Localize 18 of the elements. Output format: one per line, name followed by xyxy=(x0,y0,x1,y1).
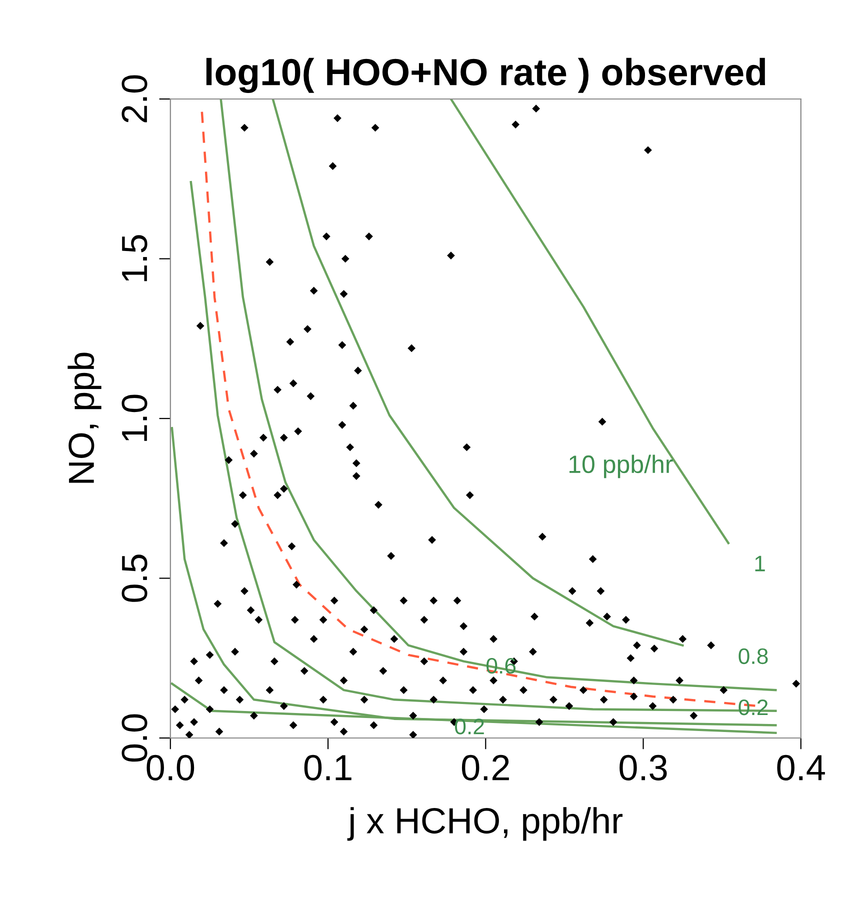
x-tick-label: 0.4 xyxy=(777,754,825,780)
line-series xyxy=(272,99,684,646)
y-tick-label: 2.0 xyxy=(122,75,148,122)
x-axis-title: j x HCHO, ppb/hr xyxy=(347,807,623,841)
annotation: 10 ppb/hr xyxy=(570,454,673,478)
y-tick-label: 1.5 xyxy=(122,235,148,282)
annotation: 0.2 xyxy=(454,718,484,734)
y-tick-label: 1.0 xyxy=(122,394,148,441)
x-tick-label: 0.0 xyxy=(146,754,194,780)
y-tick-label: 0.5 xyxy=(122,554,148,602)
annotation: 0.8 xyxy=(738,648,768,664)
chart-title: log10( HOO+NO rate ) observed xyxy=(206,58,766,94)
line-series xyxy=(450,99,730,544)
x-tick-label: 0.1 xyxy=(304,754,352,780)
x-tick-label: 0.3 xyxy=(620,754,667,780)
y-axis-title: NO, ppb xyxy=(68,352,102,483)
annotation: 1 xyxy=(755,556,765,572)
x-tick-label: 0.2 xyxy=(462,754,509,780)
